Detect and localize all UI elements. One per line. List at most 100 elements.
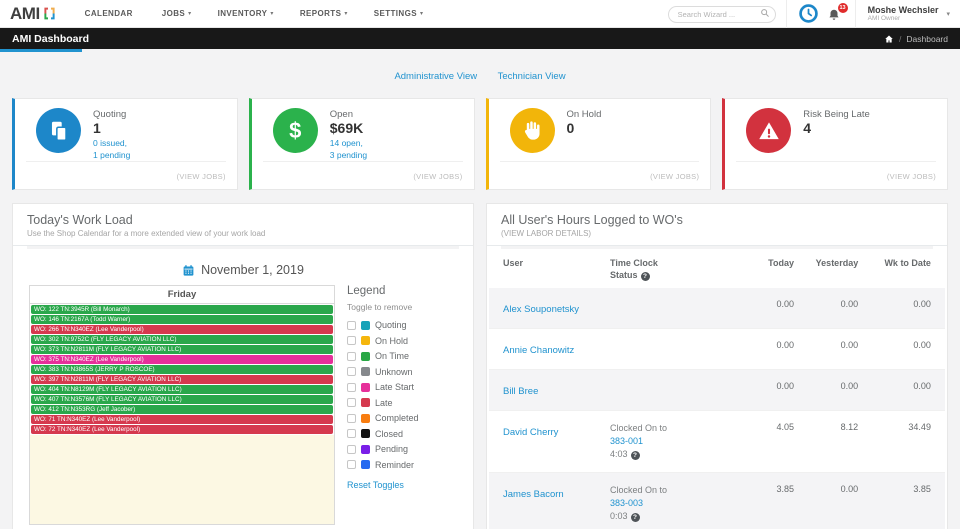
legend-toggle[interactable]: Unknown [347, 367, 457, 377]
view-jobs-link[interactable]: (VIEW JOBS) [886, 172, 936, 181]
technician-view-link[interactable]: Technician View [497, 71, 566, 82]
title-bar: AMI Dashboard / Dashboard [0, 28, 960, 49]
today-hours: 4.05 [776, 422, 795, 432]
col-today: Today [768, 258, 795, 268]
help-icon[interactable] [630, 451, 640, 460]
card-sublink[interactable]: 1 pending [93, 150, 131, 160]
legend-toggle[interactable]: Closed [347, 429, 457, 439]
card-sublink[interactable]: 3 pending [329, 150, 368, 160]
legend-checkbox[interactable] [347, 429, 356, 438]
page-title: AMI Dashboard [12, 32, 90, 45]
work-order-link[interactable]: 383-003 [610, 498, 644, 508]
work-order-bar[interactable]: WO: 146 TN:2167A (Todd Warner) [31, 315, 333, 324]
week-hours: 3.85 [913, 484, 931, 494]
notifications-bell[interactable]: 13 [827, 2, 848, 23]
card-sublink[interactable]: 0 issued, [93, 138, 128, 148]
active-tab-indicator [0, 49, 82, 52]
notification-badge: 13 [837, 2, 848, 13]
legend-label: On Hold [375, 335, 409, 346]
menu-settings[interactable]: SETTINGS ▾ [373, 9, 424, 18]
week-hours: 34.49 [908, 422, 931, 432]
main-menu: CALENDAR JOBS ▾ INVENTORY ▾ REPORTS ▾ SETTI… [85, 9, 668, 18]
caret-icon: ▾ [419, 11, 424, 17]
date-picker[interactable]: November 1, 2019 [29, 263, 457, 277]
card-value: 4 [803, 120, 812, 136]
work-order-bar[interactable]: WO: 404 TN:N8129M (FLY LEGACY AVIATION L… [31, 385, 333, 394]
legend-items: Quoting On Hold [347, 320, 457, 470]
help-icon[interactable] [630, 513, 640, 522]
work-order-bar[interactable]: WO: 302 TN:9752C (FLY LEGACY AVIATION LL… [31, 335, 333, 344]
today-hours: 0.00 [776, 381, 795, 391]
user-role: AMI Owner [867, 14, 901, 22]
view-labor-details-link[interactable]: (VIEW LABOR DETAILS) [501, 229, 592, 238]
user-menu[interactable]: Moshe Wechsler AMI Owner ▾ [866, 5, 950, 23]
legend-label: Completed [375, 413, 419, 423]
table-row: Alex Souponetsky 0.00 0.00 0.00 [489, 288, 945, 329]
work-order-link[interactable]: 383-001 [610, 436, 644, 446]
card-value: 1 [93, 120, 101, 136]
view-jobs-link[interactable]: (VIEW JOBS) [650, 172, 700, 181]
legend-checkbox[interactable] [347, 398, 356, 407]
legend-toggle[interactable]: Late Start [347, 382, 457, 392]
work-order-bar[interactable]: WO: 383 TN:N3865S (JERRY P ROSCOE) [31, 365, 333, 374]
home-icon[interactable] [884, 34, 894, 44]
legend-checkbox[interactable] [347, 320, 356, 330]
work-order-bar[interactable]: WO: 375 TN:N340EZ (Lee Vanderpool) [31, 355, 333, 364]
administrative-view-link[interactable]: Administrative View [394, 71, 478, 82]
view-jobs-link[interactable]: (VIEW JOBS) [413, 172, 463, 181]
legend-toggle[interactable]: Late [347, 398, 457, 408]
legend-toggle[interactable]: On Hold [347, 336, 457, 346]
work-order-bar[interactable]: WO: 397 TN:N2811M (FLY LEGACY AVIATION L… [31, 375, 333, 384]
user-link[interactable]: James Bacorn [503, 489, 564, 500]
legend-checkbox[interactable] [347, 336, 356, 345]
hours-table-body: Alex Souponetsky 0.00 0.00 0.00 Annie Ch… [489, 288, 945, 529]
menu-jobs[interactable]: JOBS ▾ [161, 9, 192, 18]
user-link[interactable]: Bill Bree [503, 386, 539, 397]
legend-checkbox[interactable] [347, 444, 356, 454]
user-link[interactable]: David Cherry [503, 427, 559, 438]
legend-toggle[interactable]: Quoting [347, 320, 457, 330]
menu-inventory[interactable]: INVENTORY ▾ [217, 9, 274, 18]
user-link[interactable]: Alex Souponetsky [503, 304, 580, 315]
legend-color-swatch [361, 413, 370, 423]
legend-checkbox[interactable] [347, 351, 356, 361]
legend-color-swatch [361, 351, 370, 361]
search-input[interactable] [667, 6, 776, 23]
work-order-bar[interactable]: WO: 373 TN:N2811M (FLY LEGACY AVIATION L… [31, 345, 333, 354]
chevron-down-icon: ▾ [946, 10, 950, 18]
workload-subtitle: Use the Shop Calendar for a more extende… [27, 229, 266, 238]
legend-checkbox[interactable] [347, 413, 356, 423]
app-logo[interactable]: AMI [10, 4, 57, 24]
yesterday-hours: 0.00 [840, 381, 859, 391]
work-order-bar[interactable]: WO: 266 TN:N340EZ (Lee Vanderpool) [31, 325, 333, 334]
yesterday-hours: 8.12 [840, 422, 859, 432]
work-order-bar[interactable]: WO: 122 TN:3945R (Bill Monarch) [31, 305, 333, 314]
bell-icon [829, 9, 839, 20]
work-order-bar[interactable]: WO: 71 TN:N340EZ (Lee Vanderpool) [31, 415, 333, 424]
hours-panel: All User's Hours Logged to WO's (VIEW LA… [486, 203, 948, 529]
legend-toggle[interactable]: On Time [347, 351, 457, 361]
work-order-bar[interactable]: WO: 407 TN:N3576M (FLY LEGACY AVIATION L… [31, 395, 333, 404]
help-icon[interactable] [640, 272, 650, 281]
navbar-right: 13 Moshe Wechsler AMI Owner ▾ [667, 0, 950, 28]
legend-checkbox[interactable] [347, 367, 356, 376]
user-link[interactable]: Annie Chanowitz [503, 345, 575, 356]
breadcrumb-current[interactable]: Dashboard [906, 33, 948, 44]
legend-checkbox[interactable] [347, 460, 356, 469]
table-row: David Cherry Clocked On to 383-001 4:03 … [489, 411, 945, 473]
timeclock-icon[interactable] [798, 4, 818, 23]
legend-toggle[interactable]: Pending [347, 444, 457, 454]
card-sublink[interactable]: 14 open, [329, 138, 363, 148]
legend-checkbox[interactable] [347, 382, 356, 392]
legend-toggle[interactable]: Reminder [347, 460, 457, 470]
legend-toggle[interactable]: Completed [347, 413, 457, 423]
work-order-bar[interactable]: WO: 412 TN:N353RG (Jeff Jacober) [31, 405, 333, 414]
work-order-bar[interactable]: WO: 72 TN:N340EZ (Lee Vanderpool) [31, 425, 333, 434]
menu-reports[interactable]: REPORTS ▾ [299, 9, 348, 18]
view-jobs-link[interactable]: (VIEW JOBS) [176, 172, 226, 181]
reset-toggles-link[interactable]: Reset Toggles [347, 480, 404, 490]
menu-calendar[interactable]: CALENDAR [84, 9, 133, 18]
selected-date[interactable]: November 1, 2019 [201, 263, 304, 277]
legend-title: Legend [347, 285, 386, 297]
stat-cards: Quoting 1 0 issued, 1 pending (VIEW JOBS… [12, 98, 948, 190]
